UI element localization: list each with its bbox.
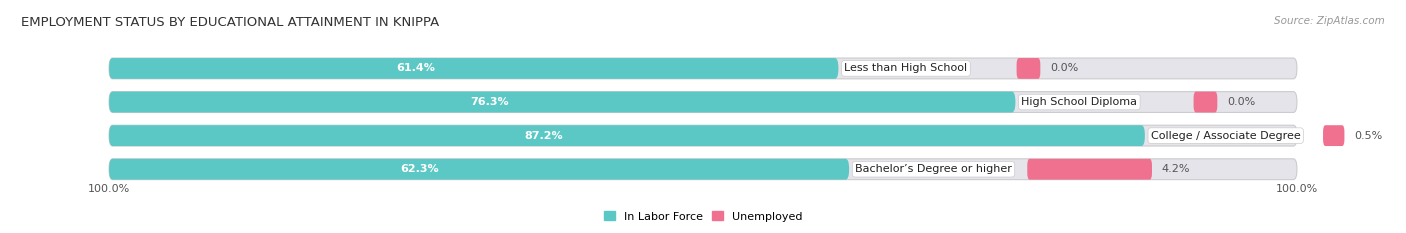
- Text: 4.2%: 4.2%: [1161, 164, 1189, 174]
- FancyBboxPatch shape: [1323, 125, 1344, 146]
- FancyBboxPatch shape: [110, 159, 1296, 180]
- FancyBboxPatch shape: [110, 58, 838, 79]
- Text: Less than High School: Less than High School: [845, 63, 967, 73]
- FancyBboxPatch shape: [110, 125, 1144, 146]
- FancyBboxPatch shape: [110, 125, 1296, 146]
- FancyBboxPatch shape: [110, 92, 1015, 113]
- Text: Source: ZipAtlas.com: Source: ZipAtlas.com: [1274, 16, 1385, 26]
- FancyBboxPatch shape: [110, 159, 849, 180]
- Text: EMPLOYMENT STATUS BY EDUCATIONAL ATTAINMENT IN KNIPPA: EMPLOYMENT STATUS BY EDUCATIONAL ATTAINM…: [21, 16, 439, 29]
- Text: 76.3%: 76.3%: [471, 97, 509, 107]
- Text: 100.0%: 100.0%: [89, 184, 131, 194]
- Text: 61.4%: 61.4%: [396, 63, 434, 73]
- Text: Bachelor’s Degree or higher: Bachelor’s Degree or higher: [855, 164, 1012, 174]
- FancyBboxPatch shape: [110, 58, 1296, 79]
- Text: 0.0%: 0.0%: [1050, 63, 1078, 73]
- Legend: In Labor Force, Unemployed: In Labor Force, Unemployed: [599, 207, 807, 226]
- Text: 100.0%: 100.0%: [1275, 184, 1317, 194]
- Text: 87.2%: 87.2%: [524, 131, 564, 141]
- Text: 0.0%: 0.0%: [1227, 97, 1256, 107]
- Text: 62.3%: 62.3%: [401, 164, 439, 174]
- Text: 0.5%: 0.5%: [1354, 131, 1382, 141]
- Text: High School Diploma: High School Diploma: [1021, 97, 1137, 107]
- FancyBboxPatch shape: [1194, 92, 1218, 113]
- FancyBboxPatch shape: [1028, 159, 1152, 180]
- FancyBboxPatch shape: [110, 92, 1296, 113]
- FancyBboxPatch shape: [1017, 58, 1040, 79]
- Text: College / Associate Degree: College / Associate Degree: [1150, 131, 1301, 141]
